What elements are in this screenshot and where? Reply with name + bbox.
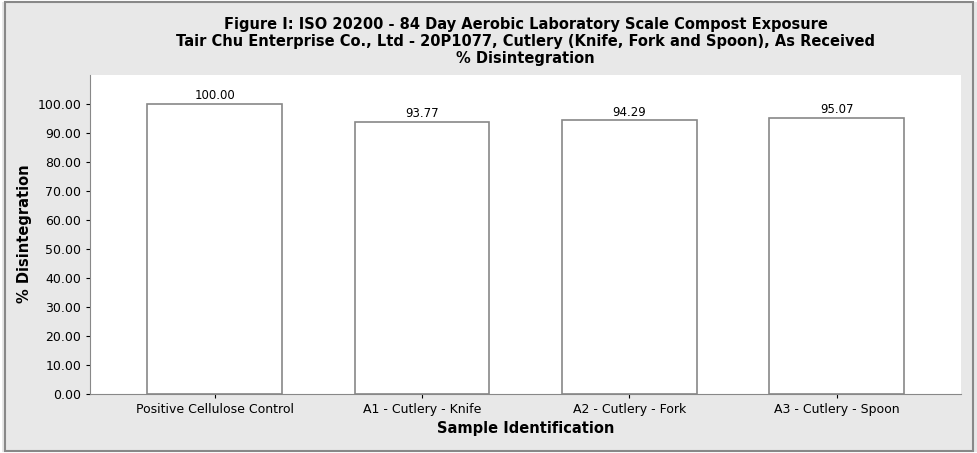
- Bar: [769, 118, 904, 394]
- Text: 93.77: 93.77: [404, 107, 439, 120]
- Bar: [562, 120, 697, 394]
- Y-axis label: % Disintegration: % Disintegration: [17, 165, 31, 304]
- Title: Figure I: ISO 20200 - 84 Day Aerobic Laboratory Scale Compost Exposure
Tair Chu : Figure I: ISO 20200 - 84 Day Aerobic Lab…: [176, 17, 874, 67]
- X-axis label: Sample Identification: Sample Identification: [437, 421, 614, 436]
- Bar: [147, 104, 281, 394]
- Text: 100.00: 100.00: [194, 89, 234, 102]
- Text: 95.07: 95.07: [820, 103, 853, 116]
- Bar: [355, 122, 488, 394]
- Text: 94.29: 94.29: [612, 106, 646, 119]
